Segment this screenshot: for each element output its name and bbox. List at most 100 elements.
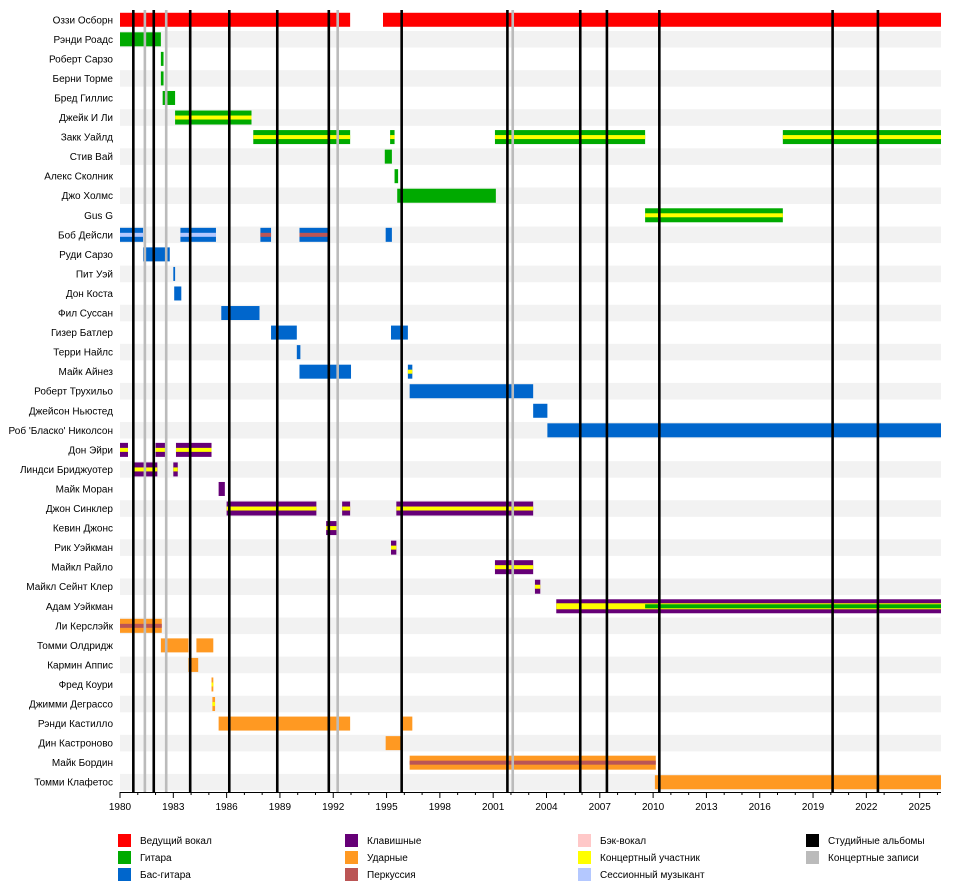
member-bar xyxy=(385,736,403,751)
legend-swatch xyxy=(345,868,358,881)
bar-bass xyxy=(299,364,352,379)
bar-bass xyxy=(547,423,941,438)
legend-item-guitar: Гитара xyxy=(118,851,172,864)
bar-touring-overlay xyxy=(407,369,413,374)
member-bar xyxy=(383,12,941,27)
bar-touring-overlay xyxy=(494,565,534,570)
bar-touring-overlay xyxy=(212,702,216,707)
x-tick-label: 1998 xyxy=(429,802,452,813)
member-bar xyxy=(120,442,128,457)
bar-guitar xyxy=(384,149,392,164)
member-bar xyxy=(120,32,161,47)
member-bar xyxy=(160,71,164,86)
bar-touring-overlay xyxy=(120,447,128,452)
bar-perc-overlay xyxy=(120,623,162,628)
member-bar xyxy=(299,227,329,242)
row-stripe xyxy=(120,578,941,595)
member-label: Фил Суссан xyxy=(58,309,113,320)
member-bar xyxy=(396,501,534,516)
bar-bass xyxy=(174,286,182,301)
member-label: Руди Сарзо xyxy=(59,250,113,261)
member-label: Ли Керслэйк xyxy=(55,621,113,632)
legend-item-perc: Перкуссия xyxy=(345,868,416,881)
legend-label: Перкуссия xyxy=(367,870,416,881)
bar-bass xyxy=(221,306,260,321)
legend-label: Концертный участник xyxy=(600,853,701,864)
legend-swatch xyxy=(578,834,591,847)
member-bar xyxy=(407,364,413,379)
bar-guitar xyxy=(120,32,161,47)
member-bar xyxy=(212,697,216,712)
member-bar xyxy=(175,110,252,125)
member-bar xyxy=(390,130,395,145)
bar-touring-overlay xyxy=(342,506,351,511)
row-stripe xyxy=(120,70,941,87)
member-label: Роб 'Бласко' Николсон xyxy=(9,425,113,437)
member-bar xyxy=(120,618,162,633)
member-label: Майк Бордин xyxy=(52,758,113,769)
bar-vocal xyxy=(120,12,351,27)
bar-touring-overlay xyxy=(534,584,541,589)
member-label: Пит Уэй xyxy=(76,269,113,280)
member-label: Майкл Райло xyxy=(51,563,113,574)
legend-label: Ведущий вокал xyxy=(140,836,212,847)
row-stripe xyxy=(120,265,941,283)
x-tick-label: 2001 xyxy=(482,802,505,813)
legend-swatch xyxy=(118,834,131,847)
bar-bass xyxy=(143,247,170,262)
member-bar xyxy=(534,579,541,594)
bar-touring-overlay xyxy=(253,135,351,140)
legend-item-live: Концертные записи xyxy=(806,851,919,864)
bar-touring-overlay xyxy=(211,682,214,687)
bar-touring-overlay xyxy=(390,135,395,140)
member-bar xyxy=(120,12,351,27)
bar-drums xyxy=(188,657,199,672)
legend: Ведущий вокал Гитара Бас-гитара Клавишные Уд… xyxy=(118,834,925,881)
row-stripe xyxy=(120,148,941,165)
member-bar xyxy=(391,325,408,340)
x-tick-label: 2016 xyxy=(749,802,772,813)
member-label: Томми Клафетос xyxy=(34,777,113,789)
member-bar xyxy=(120,227,144,242)
legend-item-drums: Ударные xyxy=(345,851,408,864)
legend-item-backing: Бэк-вокал xyxy=(578,834,646,847)
row-stripe xyxy=(120,31,941,48)
bar-guitar-overlay xyxy=(645,604,941,609)
member-bar xyxy=(271,325,297,340)
member-bar xyxy=(221,306,260,321)
member-bar xyxy=(296,345,301,360)
row-stripe xyxy=(120,734,941,752)
bar-drums xyxy=(401,716,413,731)
album-markers xyxy=(132,10,880,792)
member-label: Майкл Сейнт Клер xyxy=(26,582,113,593)
member-bar xyxy=(397,188,496,203)
member-label: Бред Гиллис xyxy=(54,93,113,104)
bar-bass xyxy=(385,227,392,242)
member-label: Линдси Бриджуотер xyxy=(20,465,113,476)
member-bar xyxy=(326,521,337,536)
bar-bass xyxy=(173,266,176,281)
bar-bass xyxy=(391,325,408,340)
member-bar xyxy=(494,560,534,575)
bar-touring-overlay xyxy=(326,526,337,531)
legend-label: Ударные xyxy=(367,853,408,864)
member-label: Дон Коста xyxy=(66,289,114,300)
bar-bass xyxy=(296,345,301,360)
member-label: Роберт Трухильо xyxy=(34,386,113,398)
x-tick-label: 2004 xyxy=(535,802,558,813)
member-bar xyxy=(556,599,941,614)
bar-guitar xyxy=(160,51,164,66)
member-bar xyxy=(160,51,164,66)
member-label: Джимми Деграссо xyxy=(29,700,113,711)
row-stripe xyxy=(120,226,941,244)
member-bar xyxy=(196,638,214,653)
legend-label: Бэк-вокал xyxy=(600,836,646,847)
bar-session-overlay xyxy=(180,232,216,237)
member-label: Кармин Аппис xyxy=(47,660,113,671)
member-bar xyxy=(782,130,941,145)
member-bar xyxy=(160,638,189,653)
x-tick-label: 2025 xyxy=(909,802,932,813)
bar-touring-overlay xyxy=(782,135,941,140)
legend-swatch xyxy=(118,851,131,864)
